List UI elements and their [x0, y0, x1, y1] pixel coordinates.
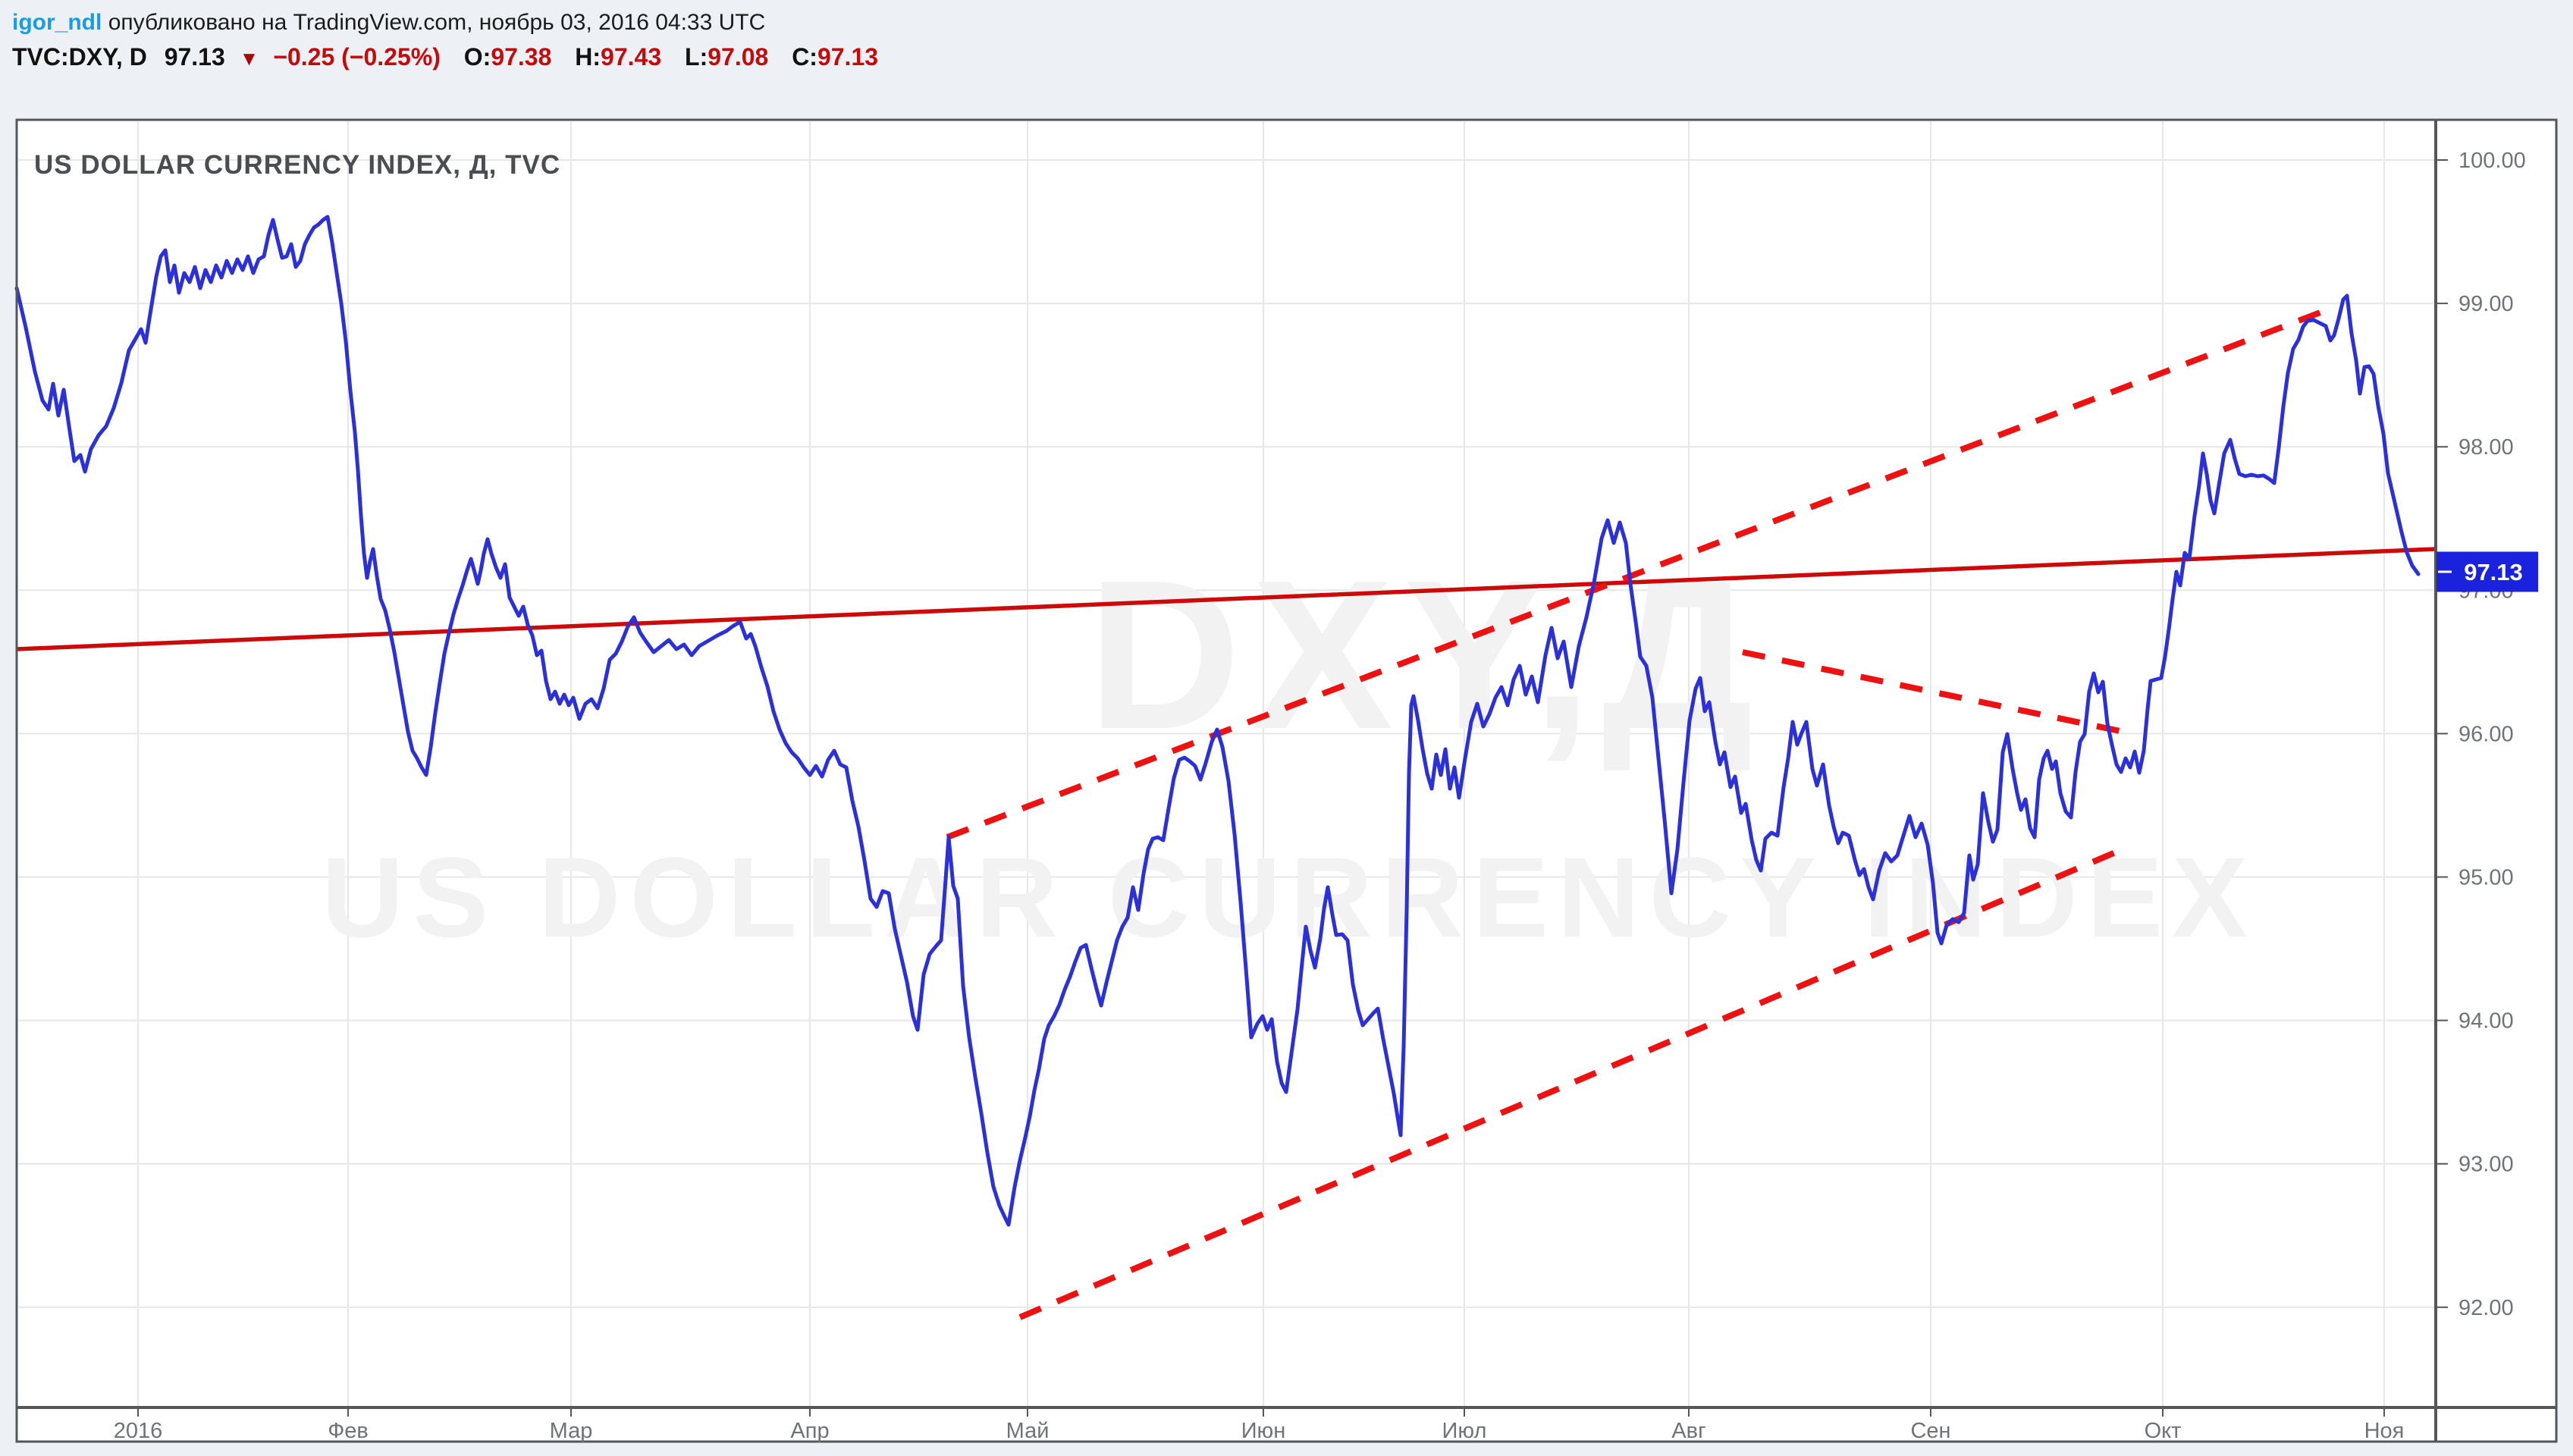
time-axis-label: Ноя [2364, 1419, 2405, 1443]
close-label: C: [792, 43, 817, 71]
open-label: O: [463, 43, 491, 71]
chart-frame [15, 118, 2558, 1443]
price-change: −0.25 (−0.25%) [273, 43, 441, 71]
symbol-interval: TVC:DXY, D [12, 43, 147, 71]
price-axis-label: 94.00 [2458, 1009, 2514, 1034]
time-axis-label: Фев [328, 1419, 369, 1443]
published-text: опубликовано на TradingView.com, ноябрь … [108, 10, 766, 35]
price-line-series [14, 215, 2421, 1227]
rising-wedge-upper [946, 308, 2326, 840]
chart-title: US DOLLAR CURRENCY INDEX, Д, TVC [34, 150, 561, 180]
time-axis-label: Июл [1442, 1419, 1487, 1443]
price-axis-label: 98.00 [2458, 435, 2514, 460]
price-axis-label: 99.00 [2458, 292, 2514, 316]
time-axis-label: Мар [550, 1419, 593, 1443]
trend-lines[interactable] [16, 308, 2437, 1320]
low-label: L: [685, 43, 708, 71]
published-line: igor_ndl опубликовано на TradingView.com… [12, 6, 878, 39]
time-axis-label: Май [1006, 1419, 1050, 1443]
time-axis-label: Сен [1910, 1419, 1950, 1443]
time-axis-label: Июн [1241, 1419, 1286, 1443]
price-axis-label: 95.00 [2458, 866, 2514, 890]
price-axis-label: 100.00 [2458, 149, 2526, 173]
time-axis-label: Окт [2145, 1419, 2182, 1443]
last-price: 97.13 [164, 43, 225, 71]
price-polyline [14, 215, 2421, 1227]
price-down-arrow-icon: ▼ [239, 47, 259, 70]
snapshot-header: igor_ndl опубликовано на TradingView.com… [12, 6, 878, 74]
last-price-badge: 97.13 [2437, 551, 2538, 592]
username-link[interactable]: igor_ndl [12, 10, 102, 35]
time-axis[interactable]: 2016 Фев Мар Апр Май Июн Июл Авг Сен Окт Ноя [114, 1407, 2405, 1443]
long-uptrend-support [16, 547, 2437, 651]
price-axis-label: 96.00 [2458, 722, 2514, 746]
time-axis-label: 2016 [114, 1419, 163, 1443]
watermark-name: US DOLLAR CURRENCY INDEX [322, 833, 2257, 961]
watermark-symbol: DXY,Д [1087, 537, 1764, 774]
time-axis-label: Апр [790, 1419, 829, 1443]
symbol-ohlc-line: TVC:DXY, D 97.13 ▼ −0.25 (−0.25%) O:97.3… [12, 39, 878, 74]
minor-downtrend [1742, 649, 2135, 737]
high-value: 97.43 [601, 43, 662, 71]
time-axis-label: Авг [1671, 1419, 1705, 1443]
price-axis-label: 92.00 [2458, 1296, 2514, 1320]
chart-gridlines [18, 121, 2436, 1407]
low-value: 97.08 [708, 43, 769, 71]
chart-background [17, 120, 2556, 1442]
price-axis-label: 93.00 [2458, 1153, 2514, 1177]
high-label: H: [575, 43, 601, 71]
close-value: 97.13 [817, 43, 879, 71]
badge-price-text: 97.13 [2464, 559, 2523, 585]
open-value: 97.38 [491, 43, 552, 71]
